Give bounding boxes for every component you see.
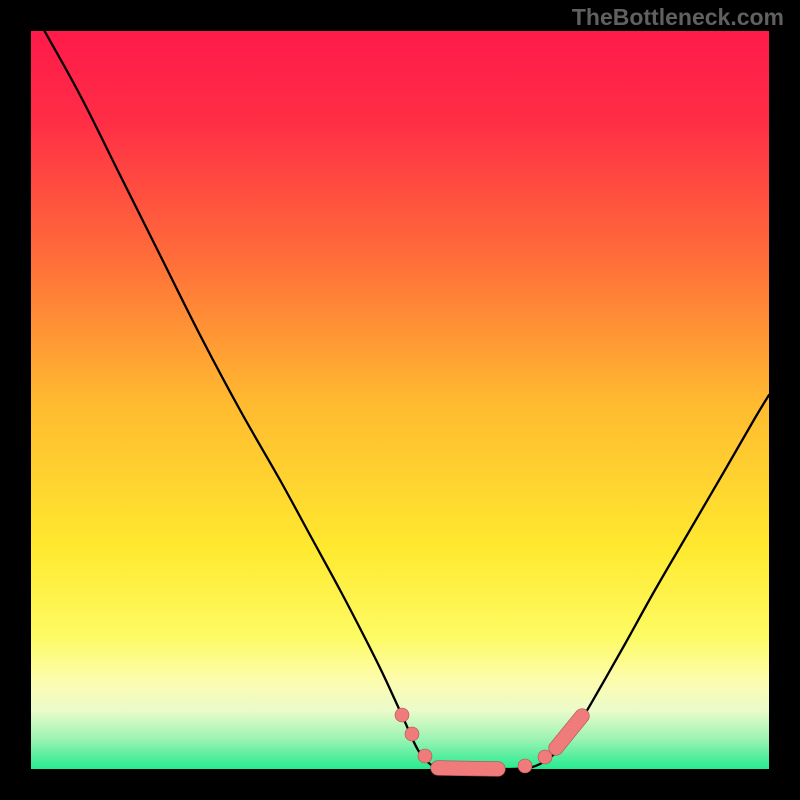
chart-outer-background [0, 0, 800, 800]
watermark-text: TheBottleneck.com [572, 4, 784, 31]
chart-container: TheBottleneck.com [0, 0, 800, 800]
